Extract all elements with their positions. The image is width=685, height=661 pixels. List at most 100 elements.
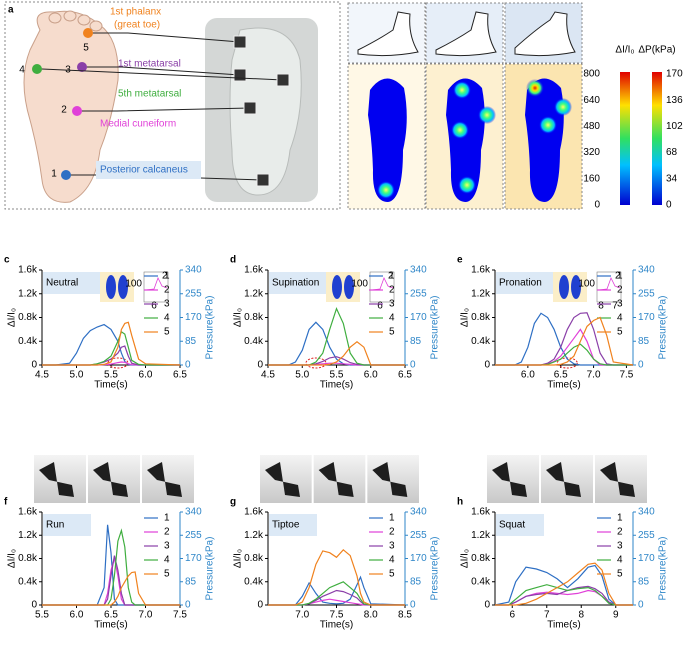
sensor-dot	[77, 62, 87, 72]
panel-letter: d	[230, 255, 236, 266]
series-line	[268, 581, 405, 606]
y2-tick-label: 340	[185, 265, 202, 276]
pressure-hotspot	[458, 176, 476, 194]
series-line	[268, 575, 406, 606]
toe	[63, 10, 77, 22]
highlight-ellipse	[305, 357, 327, 369]
pressure-insole	[446, 78, 485, 202]
inset-label: 6	[151, 301, 157, 312]
colorbar	[620, 72, 630, 205]
sensor-name: 5th metatarsal	[118, 89, 181, 100]
y-tick-label: 1.2k	[18, 530, 38, 541]
y2-axis-label: Pressure(kPa)	[430, 537, 441, 601]
x-tick-label: 5.0	[295, 370, 309, 381]
y-tick-label: 0	[484, 600, 490, 611]
inset-foot	[332, 275, 342, 299]
chart-title: Neutral	[46, 278, 78, 289]
legend-label: 2	[389, 527, 395, 538]
colorbar-tick: 0	[594, 200, 600, 211]
x-tick-label: 5.5	[104, 370, 118, 381]
panel-letter: c	[4, 255, 10, 266]
sensor-number: 5	[83, 43, 89, 54]
label-box	[96, 161, 201, 179]
sensor-dot	[61, 170, 71, 180]
legend-label: 5	[617, 569, 623, 580]
colorbar-tick: 640	[583, 95, 600, 106]
x-tick-label: 7	[544, 610, 550, 621]
title-box	[269, 272, 327, 294]
legend-label: 3	[164, 541, 170, 552]
x-axis-label: Time(s)	[320, 620, 354, 631]
legend-label: 2	[164, 285, 170, 296]
inset-label: 6	[377, 301, 383, 312]
inset-label: 2	[615, 271, 621, 282]
leg-photo	[93, 462, 128, 497]
pressure-hotspot	[453, 81, 471, 99]
inset-curve	[144, 276, 168, 291]
inset-foot	[106, 275, 116, 299]
y2-tick-label: 85	[185, 576, 197, 587]
y-tick-label: 0.4k	[18, 336, 38, 347]
y-tick-label: 0.8k	[244, 312, 264, 323]
leg-photo	[39, 462, 74, 497]
x-tick-label: 6.5	[398, 370, 412, 381]
y2-tick-label: 170	[638, 312, 655, 323]
lead-line	[88, 32, 241, 43]
title-box	[269, 514, 317, 536]
photo	[88, 455, 140, 503]
inset-curve	[597, 276, 621, 291]
toe	[89, 20, 103, 32]
sensor-sub: (great toe)	[114, 20, 160, 31]
photo	[34, 455, 86, 503]
y2-tick-label: 0	[638, 360, 644, 371]
x-tick-label: 6.5	[173, 370, 187, 381]
pressure-hotspot	[478, 106, 496, 124]
colorbar-tick: 34	[666, 173, 678, 184]
y-tick-label: 0.8k	[18, 312, 38, 323]
chart-title: Pronation	[499, 278, 542, 289]
y2-axis-label: Pressure(kPa)	[205, 296, 216, 360]
chart-title: Squat	[499, 520, 525, 531]
inset-feet	[100, 272, 134, 302]
x-tick-label: 6.0	[521, 370, 535, 381]
colorbar-label: ΔP(kPa)	[638, 45, 675, 56]
colorbar-tick: 68	[666, 147, 678, 158]
y-tick-label: 1.2k	[244, 288, 264, 299]
panel-letter: a	[8, 5, 14, 16]
legend-label: 2	[164, 527, 170, 538]
legend-label: 4	[389, 555, 395, 566]
pressure-hotspot	[526, 79, 544, 97]
y-axis-label: ΔI/I₀	[233, 308, 244, 327]
leg-photo	[492, 462, 527, 497]
y2-tick-label: 255	[185, 530, 202, 541]
leg-photo	[318, 462, 354, 497]
photo	[487, 455, 539, 503]
colorbar-tick: 0	[666, 200, 672, 211]
series-line	[268, 341, 405, 366]
inset-foot	[344, 275, 354, 299]
x-tick-label: 7.0	[139, 610, 153, 621]
colorbar	[652, 72, 662, 205]
y2-tick-label: 170	[410, 553, 427, 564]
y2-tick-label: 85	[410, 336, 422, 347]
x-tick-label: 5.0	[70, 370, 84, 381]
y-tick-label: 1.6k	[18, 507, 38, 518]
x-tick-label: 4.5	[35, 370, 49, 381]
y-tick-label: 0	[484, 360, 490, 371]
legend-label: 4	[164, 555, 170, 566]
legend-label: 4	[617, 313, 623, 324]
y2-tick-label: 0	[185, 360, 191, 371]
series-line	[495, 584, 633, 606]
x-tick-label: 6.5	[104, 610, 118, 621]
sensor-number: 4	[19, 65, 25, 76]
colorbar-label: ΔI/I₀	[615, 45, 634, 56]
lead-line	[77, 107, 251, 112]
y-axis-label: ΔI/I₀	[7, 549, 18, 568]
colorbar-tick: 136	[666, 95, 683, 106]
legend-label: 3	[389, 299, 395, 310]
inset-foot	[571, 275, 581, 299]
sensor-dot	[72, 106, 82, 116]
y2-tick-label: 0	[410, 360, 416, 371]
inset-foot	[118, 275, 128, 299]
